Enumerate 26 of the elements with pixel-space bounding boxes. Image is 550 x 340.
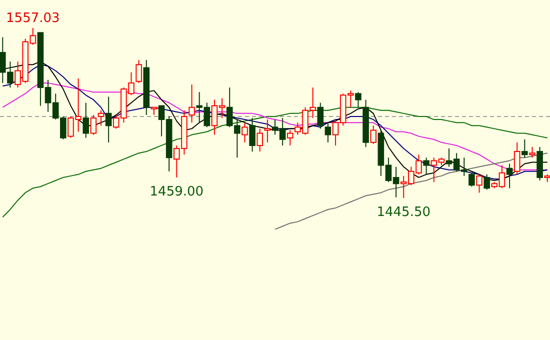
candlestick xyxy=(529,146,536,158)
candlestick xyxy=(249,118,256,152)
candlestick xyxy=(188,84,195,124)
candlestick xyxy=(423,157,430,175)
annotation: 1459.00 xyxy=(150,184,204,200)
candlestick xyxy=(468,172,475,188)
candlestick xyxy=(286,130,294,146)
annotation: 1557.03 xyxy=(6,11,60,26)
candlestick xyxy=(242,122,248,143)
candlestick xyxy=(82,102,90,138)
candlestick xyxy=(355,92,362,108)
candlestick xyxy=(90,114,97,136)
candlestick xyxy=(370,125,376,144)
candlestick xyxy=(324,122,332,143)
candlestick xyxy=(506,163,513,189)
candlestick xyxy=(514,142,520,175)
candlestick xyxy=(317,102,324,130)
candlestick xyxy=(522,138,528,158)
candlestick xyxy=(105,96,112,143)
candlestick xyxy=(264,119,271,143)
candlestick xyxy=(136,60,142,84)
candlestick xyxy=(476,174,482,194)
candlestick xyxy=(98,110,104,126)
candlestick xyxy=(256,128,264,152)
annotation: 1445.50 xyxy=(376,205,430,220)
candlestick xyxy=(484,174,490,190)
